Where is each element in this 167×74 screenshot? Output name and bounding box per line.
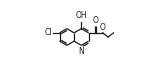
Text: O: O bbox=[100, 23, 106, 32]
Text: O: O bbox=[93, 16, 99, 25]
Text: N: N bbox=[78, 47, 84, 56]
Text: OH: OH bbox=[75, 11, 87, 20]
Text: Cl: Cl bbox=[45, 28, 52, 37]
